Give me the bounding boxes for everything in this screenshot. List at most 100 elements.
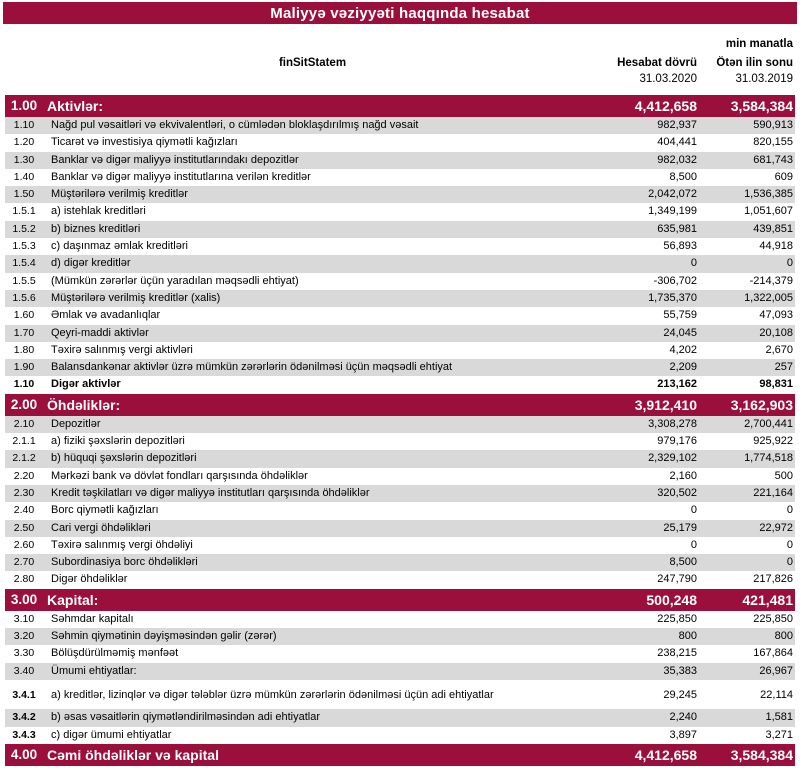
row-value-previous-year-end: 500 <box>774 469 793 482</box>
row-value-previous-year-end: 609 <box>774 170 793 183</box>
row-label: Cari vergi öhdəlikləri <box>51 521 151 534</box>
row-value-current-period: 8,500 <box>669 556 697 569</box>
table-row: 2.50 Cari vergi öhdəlikləri 25,179 22,972 <box>5 519 795 537</box>
row-value-current-period: 3,912,410 <box>634 396 697 413</box>
row-value-current-period: 24,045 <box>663 326 697 339</box>
row-value-current-period: 982,937 <box>657 119 697 131</box>
row-label: Borc qiymətli kağızları <box>51 504 159 517</box>
header-spacer <box>5 56 48 71</box>
table-row: 1.5.4 d) digər kreditlər 0 0 <box>5 255 795 273</box>
row-label: Kapital: <box>47 591 99 608</box>
row-label: Nağd pul vəsaitləri və ekvivalentləri, o… <box>51 119 419 131</box>
row-label: Cəmi öhdəliklər və kapital <box>47 746 219 763</box>
row-code: 1.5.2 <box>12 222 36 235</box>
row-label: Depozitlər <box>51 417 101 430</box>
row-code: 3.4.3 <box>12 728 36 741</box>
table-row: 3.4.1 a) kreditlər, lizinqlər və digər tə… <box>5 686 795 705</box>
row-value-previous-year-end: -214,379 <box>749 274 793 287</box>
section-row: 4.00 Cəmi öhdəliklər və kapital 4,412,658 3… <box>5 743 795 766</box>
row-code: 1.00 <box>10 98 38 113</box>
row-code: 1.5.5 <box>12 274 36 287</box>
row-value-current-period: 320,502 <box>657 486 697 499</box>
column-header-current-period: Hesabat dövrü <box>617 57 697 69</box>
row-value-current-period: 4,412,658 <box>634 746 697 763</box>
row-code: 2.1.2 <box>12 452 36 465</box>
row-value-current-period: 4,412,658 <box>634 98 697 114</box>
table-row: 1.30 Banklar və digər maliyyə institutlar… <box>5 151 795 169</box>
table-row: 2.30 Kredit təşkilatları və digər maliyyə… <box>5 484 795 503</box>
row-label: Öhdəliklər: <box>47 396 121 413</box>
row-value-current-period: 1,735,370 <box>648 291 697 304</box>
row-value-previous-year-end: 590,913 <box>753 119 793 131</box>
row-label: b) biznes kreditləri <box>51 222 141 235</box>
row-value-current-period: 404,441 <box>657 136 697 149</box>
row-label: Təxirə salınmış vergi öhdəliyi <box>51 538 193 551</box>
row-value-previous-year-end: 1,322,005 <box>744 291 793 304</box>
table-row: 1.5.6 Müştərilərə verilmiş kreditlər (xal… <box>5 289 795 308</box>
row-value-previous-year-end: 0 <box>786 504 793 517</box>
row-value-previous-year-end: 257 <box>774 361 793 374</box>
unit-note: min manatla <box>725 38 793 50</box>
row-value-previous-year-end: 3,162,903 <box>730 396 793 413</box>
report-title-bar: Maliyyə vəziyyəti haqqında hesabat <box>3 2 797 24</box>
row-value-previous-year-end: 22,972 <box>759 521 793 534</box>
row-code: 1.90 <box>13 361 35 374</box>
row-code: 1.10 <box>13 378 35 391</box>
row-value-current-period: 979,176 <box>657 435 697 448</box>
row-value-previous-year-end: 0 <box>786 538 793 551</box>
row-value-current-period: 225,850 <box>657 612 697 625</box>
row-code: 3.4.1 <box>12 688 36 701</box>
section-row: 1.00 Aktivlər: 4,412,658 3,584,384 <box>5 95 795 117</box>
row-code: 3.30 <box>13 647 35 660</box>
report-title: Maliyyə vəziyyəti haqqında hesabat <box>270 4 530 22</box>
row-code: 1.70 <box>13 326 35 339</box>
table-row: 3.40 Ümumi ehtiyatlar: 35,383 26,967 <box>5 662 795 680</box>
row-label: Əmlak və avadanlıqlar <box>51 309 161 322</box>
row-code: 1.40 <box>13 170 35 183</box>
table-row: 2.10 Depozitlər 3,308,278 2,700,441 <box>5 415 795 434</box>
section-row: 3.00 Kapital: 500,248 421,481 <box>5 588 795 611</box>
table-row: 3.4.2 b) əsas vəsaitlərin qiymətləndirilm… <box>5 709 795 727</box>
row-value-previous-year-end: 98,831 <box>759 378 793 391</box>
row-label: Qeyri-maddi aktivlər <box>51 326 149 339</box>
section-row: 2.00 Öhdəliklər: 3,912,410 3,162,903 <box>5 393 795 416</box>
row-value-previous-year-end: 439,851 <box>753 222 793 235</box>
table-row: 3.30 Bölüşdürülməmiş mənfəət 238,215 167,86… <box>5 645 795 663</box>
row-value-current-period: 238,215 <box>657 647 697 660</box>
table-row: 1.70 Qeyri-maddi aktivlər 24,045 20,108 <box>5 324 795 342</box>
row-code: 3.40 <box>13 664 35 677</box>
table-row: 3.10 Səhmdar kapitalı 225,850 225,850 <box>5 610 795 629</box>
table-row: 1.5.1 a) istehlak kreditləri 1,349,199 1,05… <box>5 203 795 221</box>
row-value-current-period: 0 <box>690 257 697 270</box>
row-code: 4.00 <box>10 746 38 762</box>
row-value-previous-year-end: 3,584,384 <box>730 98 793 114</box>
row-code: 2.00 <box>10 396 38 412</box>
row-label: Kredit təşkilatları və digər maliyyə ins… <box>51 486 370 499</box>
row-value-previous-year-end: 22,114 <box>760 688 793 701</box>
row-code: 2.1.1 <box>12 435 36 448</box>
row-code: 1.5.1 <box>12 205 36 218</box>
statement-name-label: finSitStatem <box>278 57 347 69</box>
row-value-current-period: 35,383 <box>663 664 697 677</box>
row-value-previous-year-end: 44,918 <box>759 240 793 253</box>
row-code: 2.70 <box>13 556 35 569</box>
row-value-current-period: 2,209 <box>669 361 697 374</box>
row-code: 1.80 <box>13 343 35 356</box>
row-code: 2.80 <box>13 573 35 586</box>
row-label: Banklar və digər maliyyə institutlarında… <box>51 153 299 166</box>
row-value-previous-year-end: 1,051,607 <box>744 205 793 218</box>
row-label: Mərkəzi bank və dövlət fondları qarşısın… <box>51 469 308 482</box>
row-label: Aktivlər: <box>47 98 104 114</box>
row-value-current-period: 2,042,072 <box>648 188 697 201</box>
row-value-current-period: 800 <box>678 630 697 643</box>
row-label: a) fiziki şəxslərin depozitləri <box>51 435 185 448</box>
row-code: 1.5.3 <box>12 240 36 253</box>
row-value-previous-year-end: 421,481 <box>742 591 793 608</box>
row-value-current-period: 2,329,102 <box>648 452 697 465</box>
row-label: (Mümkün zərərlər üçün yaradılan məqsədli… <box>51 274 299 287</box>
table-row: 2.80 Digər öhdəliklər 247,790 217,826 <box>5 571 795 589</box>
table-row: 1.5.2 b) biznes kreditləri 635,981 439,851 <box>5 220 795 239</box>
table-row: 1.80 Təxirə salınmış vergi aktivləri 4,202… <box>5 341 795 360</box>
row-label: Digər öhdəliklər <box>51 573 128 586</box>
table-row: 1.50 Müştərilərə verilmiş kreditlər 2,042,… <box>5 186 795 204</box>
